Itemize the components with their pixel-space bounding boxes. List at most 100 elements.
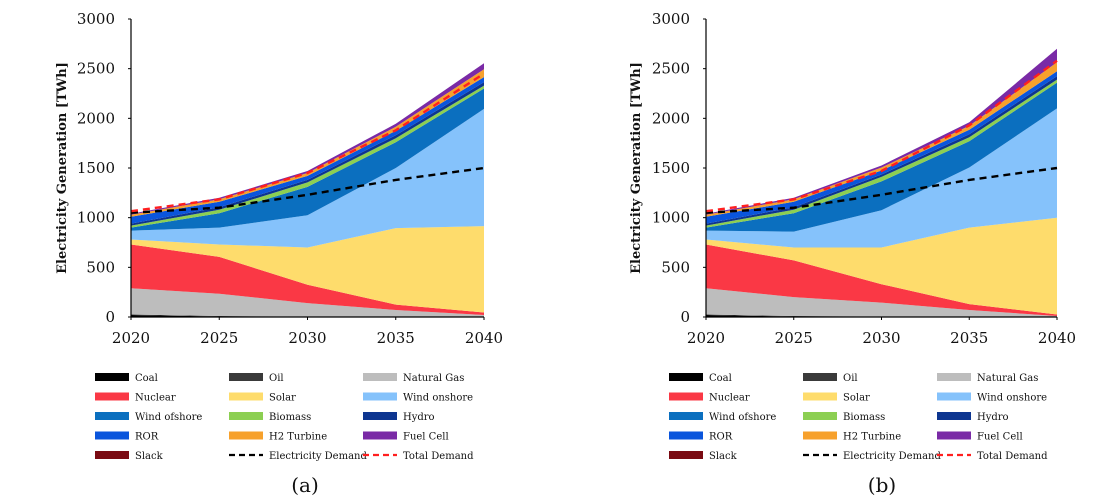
legend-swatch-fuelcell [937, 431, 971, 440]
area-nuclear [706, 244, 1057, 316]
legend-swatch-solar [229, 392, 263, 401]
legend-label: ROR [709, 432, 733, 443]
legend-label: Natural Gas [977, 373, 1038, 384]
legend-label: Natural Gas [403, 373, 464, 384]
x-tick-label: 2020 [687, 329, 725, 347]
x-tick-label: 2020 [112, 329, 150, 347]
legend-swatch-gas [363, 373, 397, 381]
legend-label: Hydro [977, 412, 1009, 423]
legend-label: Coal [709, 373, 732, 384]
y-tick-label: 2000 [652, 109, 690, 127]
y-tick-label: 1500 [77, 159, 115, 177]
legend-swatch-biomass [803, 412, 837, 420]
y-tick-label: 500 [661, 258, 690, 276]
legend-label: Solar [269, 393, 296, 404]
legend-swatch-oil [229, 373, 263, 381]
legend-swatch-h2 [803, 431, 837, 440]
y-tick-label: 0 [105, 308, 115, 326]
legend-label: Slack [709, 451, 738, 462]
area-wind-off [706, 82, 1057, 232]
panel-label: (b) [868, 473, 896, 497]
legend-swatch-oil [803, 373, 837, 381]
y-tick-label: 2000 [77, 109, 115, 127]
panel-b: 0 500 1000 1500 2000 2500 3000 2020 2025 2030 2035… [629, 10, 1076, 497]
legend-label: Biomass [269, 412, 311, 423]
legend-swatch-solar [803, 392, 837, 401]
legend-swatch-h2 [229, 431, 263, 440]
legend-swatch-coal [95, 373, 129, 381]
legend-swatch-coal [669, 373, 703, 381]
y-tick-label: 2500 [652, 60, 690, 78]
x-tick-label: 2035 [950, 329, 988, 347]
y-tick-label: 0 [680, 308, 690, 326]
legend-label: Electricity Demand [843, 451, 941, 462]
legend-swatch-slack [95, 451, 129, 459]
legend-label: Biomass [843, 412, 885, 423]
legend-label: ROR [135, 432, 159, 443]
y-axis-title: Electricity Generation [TWh] [55, 62, 70, 274]
y-tick-label: 1500 [652, 159, 690, 177]
area-wind-off [131, 88, 484, 231]
legend-swatch-gas [937, 373, 971, 381]
y-tick-label: 3000 [77, 10, 115, 28]
x-tick-label: 2025 [200, 329, 238, 347]
legend-label: Solar [843, 393, 870, 404]
area-gas [131, 288, 484, 317]
legend-label: Slack [135, 451, 164, 462]
legend-label: Wind ofshore [135, 412, 202, 423]
y-tick-label: 1000 [77, 209, 115, 227]
y-tick-label: 500 [86, 258, 115, 276]
area-solar [131, 226, 484, 313]
legend-label: H2 Turbine [269, 432, 327, 443]
legend-swatch-ror [669, 431, 703, 440]
legend-label: Oil [269, 373, 284, 384]
legend-label: Total Demand [977, 451, 1048, 462]
legend-swatch-wind-off [669, 412, 703, 420]
x-tick-label: 2035 [377, 329, 415, 347]
legend-label: Wind onshore [977, 393, 1047, 404]
legend-label: Hydro [403, 412, 435, 423]
legend-swatch-hydro [937, 412, 971, 420]
area-oil [131, 314, 484, 317]
legend-swatch-nuclear [669, 392, 703, 401]
x-tick-label: 2040 [1038, 329, 1076, 347]
panel-label: (a) [291, 473, 319, 497]
legend-label: Total Demand [403, 451, 474, 462]
legend-label: Wind ofshore [709, 412, 776, 423]
legend-label: Oil [843, 373, 858, 384]
area-wind-on [131, 108, 484, 248]
y-tick-label: 1000 [652, 209, 690, 227]
legend-swatch-slack [669, 451, 703, 459]
area-nuclear [131, 244, 484, 315]
legend-label: Coal [135, 373, 158, 384]
y-tick-label: 3000 [652, 10, 690, 28]
legend-swatch-nuclear [95, 392, 129, 401]
area-oil [706, 314, 1057, 317]
legend-label: Wind onshore [403, 393, 473, 404]
area-wind-on [706, 108, 1057, 248]
legend-swatch-ror [95, 431, 129, 440]
x-tick-label: 2025 [775, 329, 813, 347]
legend-label: Fuel Cell [403, 432, 449, 443]
legend-label: Electricity Demand [269, 451, 367, 462]
area-solar [706, 217, 1057, 315]
legend-swatch-hydro [363, 412, 397, 420]
line-total-demand [705, 59, 1058, 213]
legend-label: Nuclear [135, 393, 176, 404]
x-tick-label: 2030 [862, 329, 900, 347]
line-total-demand [130, 72, 485, 213]
legend-label: Nuclear [709, 393, 750, 404]
legend-swatch-wind-off [95, 412, 129, 420]
y-axis-title: Electricity Generation [TWh] [629, 62, 644, 274]
legend-swatch-wind-on [363, 392, 397, 401]
x-tick-label: 2040 [465, 329, 503, 347]
legend-swatch-biomass [229, 412, 263, 420]
panel-a: 0 500 1000 1500 2000 2500 3000 2020 2025 2030 2035… [55, 10, 503, 497]
x-tick-label: 2030 [288, 329, 326, 347]
legend-label: Fuel Cell [977, 432, 1023, 443]
y-tick-label: 2500 [77, 60, 115, 78]
legend-swatch-wind-on [937, 392, 971, 401]
legend-swatch-fuelcell [363, 431, 397, 440]
legend-label: H2 Turbine [843, 432, 901, 443]
